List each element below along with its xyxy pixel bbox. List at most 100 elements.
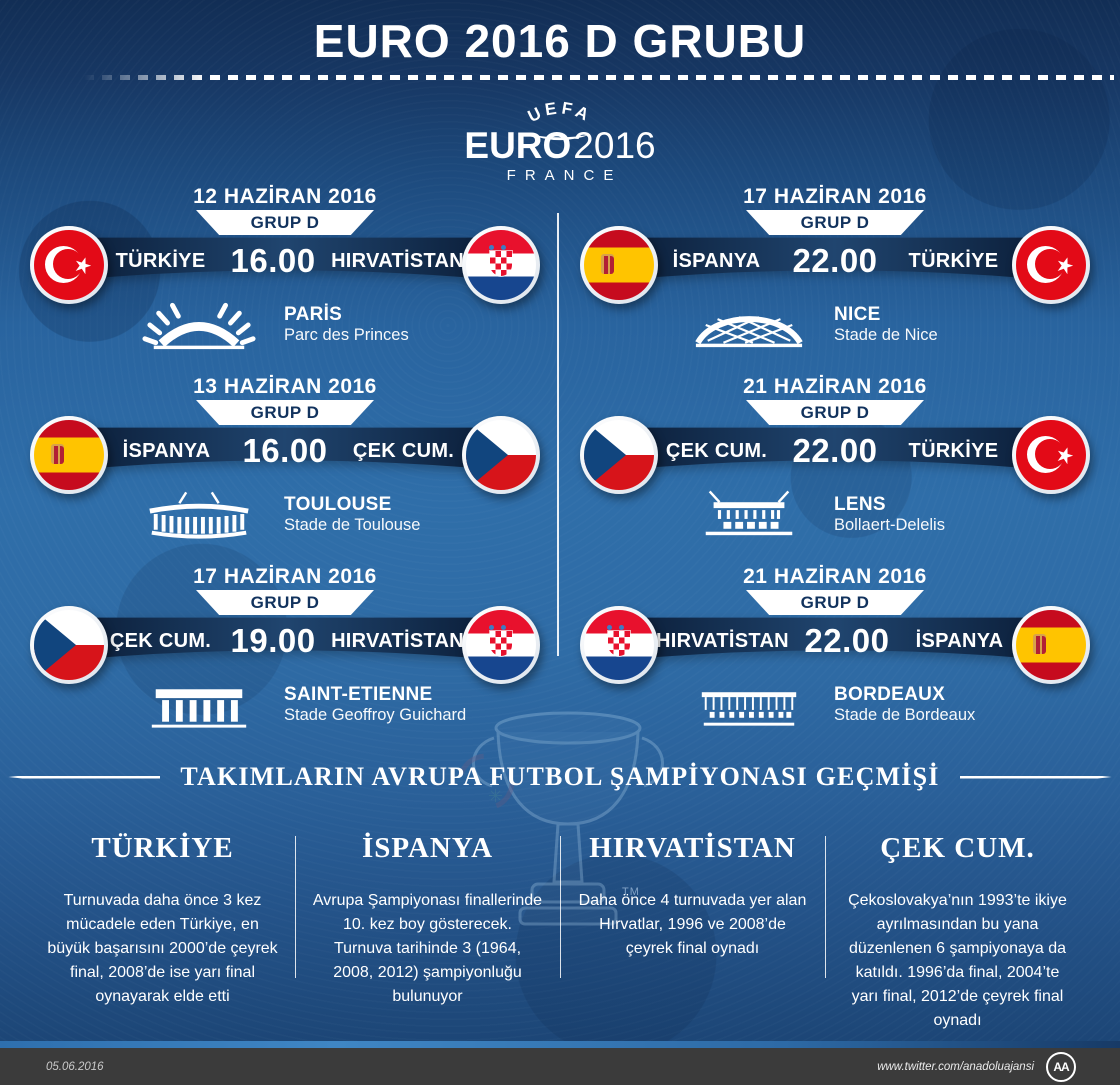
venue: LENS Bollaert-Delelis <box>690 489 1092 541</box>
match-teams: İSPANYA 16.00 ÇEK CUM. <box>106 431 464 471</box>
venue-text: LENS Bollaert-Delelis <box>834 494 945 536</box>
home-flag-icon <box>30 606 108 684</box>
match-card: 13 HAZİRAN 2016 GRUP D İSPANYA 16.00 ÇEK… <box>28 375 542 565</box>
match-bar <box>64 237 506 281</box>
stadium-icon <box>690 679 808 731</box>
match-date: 17 HAZİRAN 2016 <box>193 565 377 588</box>
footer-accent-band <box>0 1041 1120 1048</box>
venue: SAINT-ETIENNE Stade Geoffroy Guichard <box>140 679 542 731</box>
venue-text: NICE Stade de Nice <box>834 304 938 346</box>
history-columns: TÜRKİYE Turnuvada daha önce 3 kez mücade… <box>0 826 1120 1033</box>
stadium-icon <box>140 299 258 351</box>
kickoff-time: 19.00 <box>230 622 316 659</box>
match-date: 13 HAZİRAN 2016 <box>193 375 377 398</box>
team-name: HIRVATİSTAN <box>589 832 796 864</box>
team-name: İSPANYA <box>361 832 494 864</box>
group-banner: GRUP D <box>196 590 374 615</box>
venue: BORDEAUX Stade de Bordeaux <box>690 679 1092 731</box>
history-section: TAKIMLARIN AVRUPA FUTBOL ŞAMPİYONASI GEÇ… <box>0 762 1120 1033</box>
title-rule-left <box>8 775 161 779</box>
match-bar-row: GRUP D ÇEK CUM. 22.00 TÜRKİYE <box>578 400 1092 495</box>
venue-text: PARİS Parc des Princes <box>284 304 409 346</box>
match-teams: ÇEK CUM. 19.00 HIRVATİSTAN <box>106 621 464 661</box>
dashed-divider <box>84 75 1114 80</box>
team-history-text: Turnuvada daha önce 3 kez mücadele eden … <box>47 892 278 1005</box>
venue-stadium: Parc des Princes <box>284 326 409 345</box>
home-flag-icon <box>30 416 108 494</box>
home-team: ÇEK CUM. <box>665 439 768 462</box>
away-team: TÜRKİYE <box>908 249 999 272</box>
home-team: İSPANYA <box>672 249 761 272</box>
euro-text: EURO <box>464 125 572 166</box>
home-flag-icon <box>580 606 658 684</box>
match-date: 21 HAZİRAN 2016 <box>743 565 927 588</box>
group-banner: GRUP D <box>746 590 924 615</box>
kickoff-time: 16.00 <box>230 242 316 279</box>
group-banner: GRUP D <box>746 400 924 425</box>
venue-stadium: Stade de Bordeaux <box>834 706 976 725</box>
history-title: TAKIMLARIN AVRUPA FUTBOL ŞAMPİYONASI GEÇ… <box>180 762 940 791</box>
match-date: 12 HAZİRAN 2016 <box>193 185 377 208</box>
venue: TOULOUSE Stade de Toulouse <box>140 489 542 541</box>
team-name: ÇEK CUM. <box>880 832 1035 864</box>
away-team: HIRVATİSTAN <box>331 249 464 272</box>
match-bar-row: GRUP D TÜRKİYE 16.00 HIRVATİSTAN <box>28 210 542 305</box>
home-flag-icon <box>580 226 658 304</box>
venue-stadium: Stade de Nice <box>834 326 938 345</box>
group-banner: GRUP D <box>746 210 924 235</box>
venue-city: NICE <box>834 304 881 326</box>
venue: NICE Stade de Nice <box>690 299 1092 351</box>
away-flag-icon <box>1012 226 1090 304</box>
venue-stadium: Stade Geoffroy Guichard <box>284 706 467 725</box>
uefa-wordmark: UEFA <box>525 98 592 126</box>
history-title-row: TAKIMLARIN AVRUPA FUTBOL ŞAMPİYONASI GEÇ… <box>0 762 1120 792</box>
venue-city: LENS <box>834 494 886 516</box>
title-rule-right <box>960 776 1112 779</box>
history-column-turkiye: TÜRKİYE Turnuvada daha önce 3 kez mücade… <box>30 826 295 1033</box>
team-history-text: Daha önce 4 turnuvada yer alan Hırvatlar… <box>578 892 807 957</box>
venue: PARİS Parc des Princes <box>140 299 542 351</box>
away-flag-icon <box>462 226 540 304</box>
away-flag-icon <box>462 416 540 494</box>
match-bar <box>614 237 1056 281</box>
uefa-euro-2016-logo: UEFA EURO2016 FRANCE <box>0 92 1120 184</box>
svg-text:UEFA: UEFA <box>525 98 595 126</box>
away-team: ÇEK CUM. <box>352 439 455 462</box>
group-banner: GRUP D <box>196 210 374 235</box>
home-flag-icon <box>580 416 658 494</box>
home-team: TÜRKİYE <box>115 249 206 272</box>
uefa-arc-icon: UEFA <box>525 98 595 141</box>
stadium-icon <box>690 299 808 351</box>
history-column-ispanya: İSPANYA Avrupa Şampiyonası finallerinde … <box>295 826 560 1033</box>
history-column-cek-cum: ÇEK CUM. Çekoslovakya’nın 1993’te ikiye … <box>825 826 1090 1033</box>
match-card: 17 HAZİRAN 2016 GRUP D ÇEK CUM. 19.00 HI… <box>28 565 542 755</box>
team-history-text: Avrupa Şampiyonası finallerinde 10. kez … <box>312 892 543 1005</box>
match-card: 21 HAZİRAN 2016 GRUP D HIRVATİSTAN 22.00… <box>578 565 1092 755</box>
match-bar <box>614 427 1056 471</box>
stadium-icon <box>140 679 258 731</box>
anadolu-agency-logo-icon: AA <box>1046 1051 1076 1082</box>
match-bar-row: GRUP D ÇEK CUM. 19.00 HIRVATİSTAN <box>28 590 542 685</box>
home-team: İSPANYA <box>122 439 211 462</box>
away-team: HIRVATİSTAN <box>331 629 464 652</box>
footer: 05.06.2016 www.twitter.com/anadoluajansi… <box>0 1048 1120 1085</box>
year-text: 2016 <box>573 125 656 166</box>
away-team: İSPANYA <box>915 629 1004 652</box>
kickoff-time: 22.00 <box>792 432 878 469</box>
page-title: EURO 2016 D GRUBU <box>313 15 807 67</box>
venue-text: SAINT-ETIENNE Stade Geoffroy Guichard <box>284 684 466 726</box>
match-teams: ÇEK CUM. 22.00 TÜRKİYE <box>656 431 1014 471</box>
publish-date: 05.06.2016 <box>46 1060 104 1073</box>
team-history-text: Çekoslovakya’nın 1993’te ikiye ayrılması… <box>848 892 1067 1029</box>
venue-stadium: Stade de Toulouse <box>284 516 421 535</box>
away-flag-icon <box>1012 606 1090 684</box>
kickoff-time: 22.00 <box>792 242 878 279</box>
home-team: ÇEK CUM. <box>109 629 212 652</box>
away-flag-icon <box>462 606 540 684</box>
france-text: FRANCE <box>506 167 623 184</box>
footer-right: www.twitter.com/anadoluajansi AA <box>877 1051 1076 1082</box>
center-divider <box>557 213 559 656</box>
trademark-text: TM <box>622 886 640 898</box>
match-grid: 12 HAZİRAN 2016 GRUP D TÜRKİYE 16.00 HIR… <box>28 185 1092 755</box>
